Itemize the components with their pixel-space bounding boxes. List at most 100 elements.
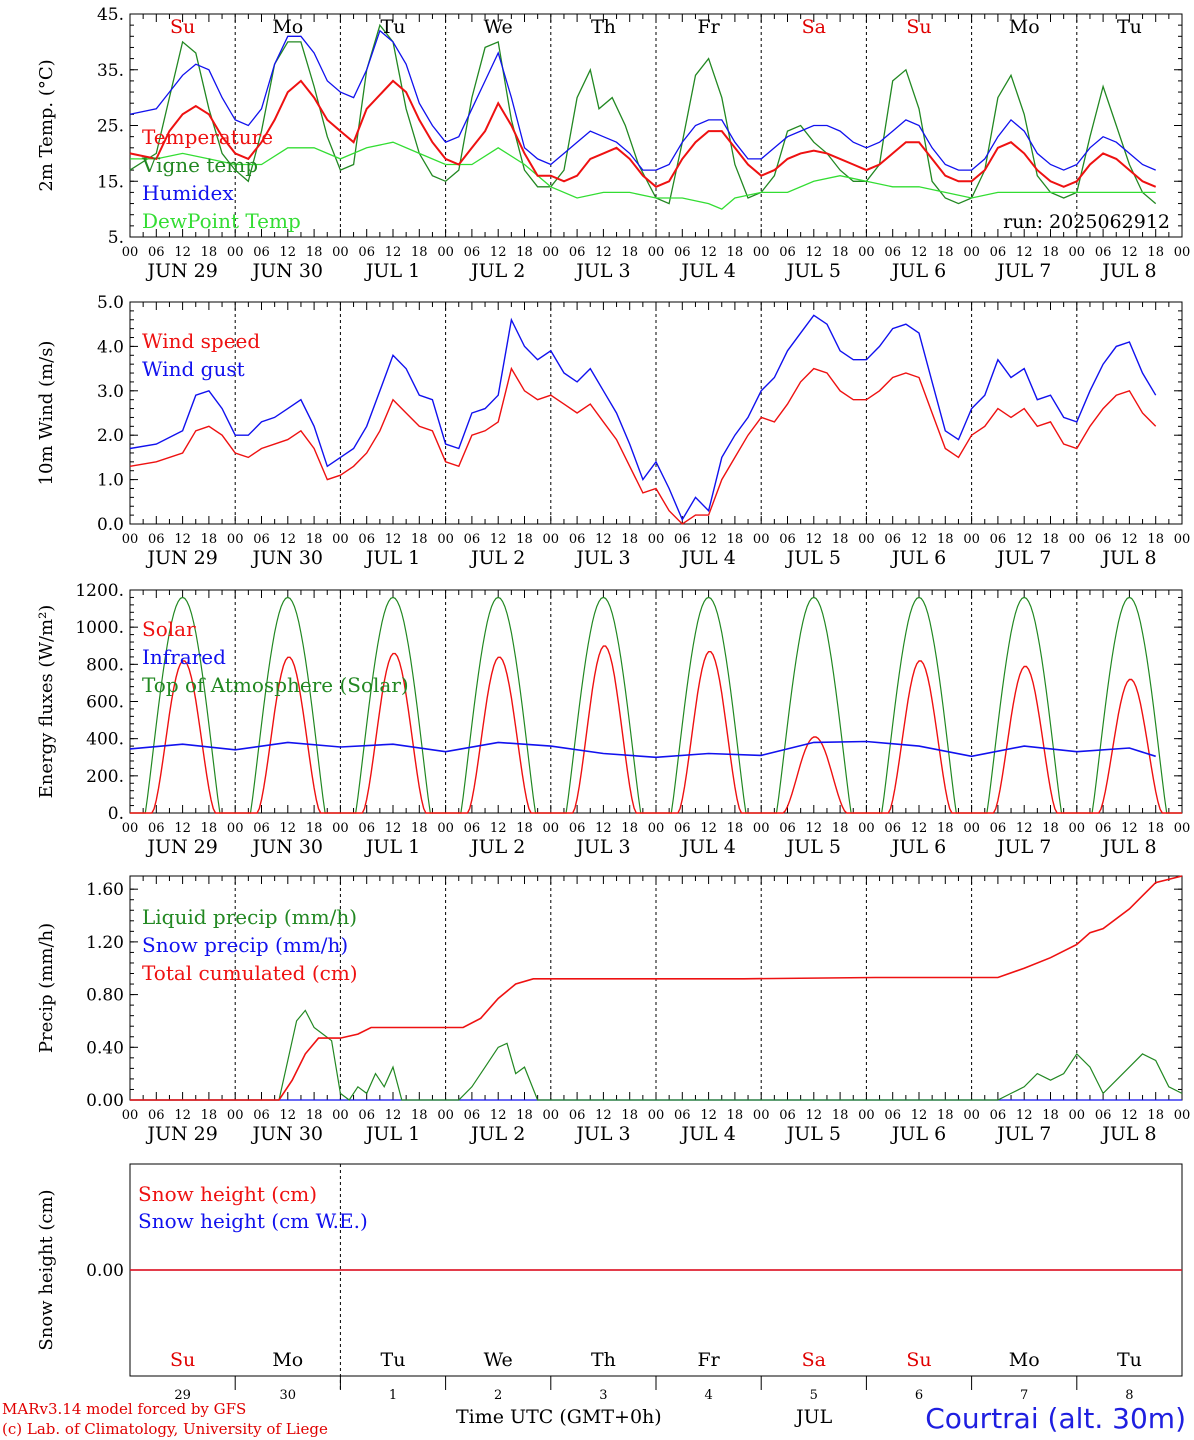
y-axis-label: Energy fluxes (W/m²) xyxy=(36,605,57,799)
hour-label: 00 xyxy=(227,532,244,547)
hour-label: 06 xyxy=(464,821,481,836)
date-label: JUL 4 xyxy=(679,836,735,858)
date-label: JUL 5 xyxy=(785,260,841,282)
weekday-label: Fr xyxy=(697,1349,720,1371)
hour-label: 12 xyxy=(700,821,717,836)
legend-entry: Vigne temp xyxy=(141,153,258,177)
series-liquid-precip xyxy=(130,1009,1183,1101)
date-label: JUN 30 xyxy=(251,1123,323,1145)
date-label: JUL 1 xyxy=(364,260,420,282)
hour-label: 00 xyxy=(437,1108,454,1123)
y-tick-label: 0.00 xyxy=(86,1261,124,1281)
hour-label: 12 xyxy=(490,532,507,547)
hour-label: 12 xyxy=(595,532,612,547)
hour-label: 00 xyxy=(753,821,770,836)
hour-label: 12 xyxy=(385,245,402,260)
hour-label: 06 xyxy=(779,1108,796,1123)
hour-label: 18 xyxy=(727,1108,744,1123)
hour-label: 06 xyxy=(569,1108,586,1123)
hour-label: 12 xyxy=(174,821,191,836)
y-axis-label: 10m Wind (m/s) xyxy=(36,341,57,486)
hour-label: 12 xyxy=(806,245,823,260)
hour-label: 18 xyxy=(201,245,218,260)
hour-label: 06 xyxy=(358,1108,375,1123)
hour-label: 12 xyxy=(595,1108,612,1123)
hour-label: 06 xyxy=(990,821,1007,836)
hour-label: 00 xyxy=(437,532,454,547)
weekday-label: Tu xyxy=(381,1349,406,1371)
weekday-label: Mo xyxy=(272,16,303,38)
date-label: JUL 2 xyxy=(469,1123,525,1145)
date-label: JUL 6 xyxy=(890,1123,946,1145)
hour-label: 18 xyxy=(727,532,744,547)
hour-label: 06 xyxy=(779,245,796,260)
hour-label: 06 xyxy=(884,821,901,836)
y-tick-label: 5.0 xyxy=(97,293,124,313)
date-label: JUN 30 xyxy=(251,547,323,569)
hour-label: 18 xyxy=(727,245,744,260)
hour-label: 18 xyxy=(516,1108,533,1123)
weekday-label: Sa xyxy=(802,1349,826,1371)
hour-label: 00 xyxy=(753,245,770,260)
hour-label: 06 xyxy=(884,1108,901,1123)
hour-label: 12 xyxy=(174,245,191,260)
date-label: JUL 7 xyxy=(995,1123,1051,1145)
date-label: JUL 1 xyxy=(364,1123,420,1145)
hour-label: 18 xyxy=(306,532,323,547)
hour-label: 12 xyxy=(1121,1108,1138,1123)
day-number: 8 xyxy=(1125,1388,1133,1403)
hour-label: 18 xyxy=(621,245,638,260)
hour-label: 18 xyxy=(937,532,954,547)
hour-label: 00 xyxy=(648,245,665,260)
hour-label: 18 xyxy=(1147,245,1164,260)
day-number: 5 xyxy=(810,1388,818,1403)
hour-label: 00 xyxy=(753,532,770,547)
hour-label: 00 xyxy=(332,1108,349,1123)
y-tick-label: 4.0 xyxy=(97,337,124,357)
hour-label: 00 xyxy=(858,532,875,547)
date-label: JUL 8 xyxy=(1100,260,1156,282)
hour-label: 12 xyxy=(1016,532,1033,547)
hour-label: 00 xyxy=(543,821,560,836)
y-axis-label: 2m Temp. (°C) xyxy=(36,59,57,191)
hour-label: 06 xyxy=(253,532,270,547)
hour-label: 12 xyxy=(1016,245,1033,260)
hour-label: 00 xyxy=(227,245,244,260)
date-label: JUL 5 xyxy=(785,547,841,569)
hour-label: 18 xyxy=(516,532,533,547)
hour-label: 06 xyxy=(358,821,375,836)
hour-label: 18 xyxy=(411,532,428,547)
hour-label: 12 xyxy=(280,245,297,260)
hour-label: 06 xyxy=(253,1108,270,1123)
hour-label: 12 xyxy=(806,532,823,547)
hour-label: 12 xyxy=(490,1108,507,1123)
hour-label: 12 xyxy=(1121,532,1138,547)
hour-label: 06 xyxy=(674,1108,691,1123)
hour-label: 18 xyxy=(832,532,849,547)
hour-label: 12 xyxy=(911,245,928,260)
hour-label: 18 xyxy=(201,532,218,547)
y-tick-label: 3.0 xyxy=(97,382,124,402)
day-number: 6 xyxy=(915,1388,923,1403)
y-tick-label: 15. xyxy=(97,172,124,192)
y-tick-label: 800. xyxy=(86,655,124,675)
hour-label: 00 xyxy=(437,821,454,836)
y-tick-label: 400. xyxy=(86,730,124,750)
y-tick-label: 2.0 xyxy=(97,426,124,446)
y-tick-label: 0.40 xyxy=(86,1038,124,1058)
weekday-label: Su xyxy=(170,1349,195,1371)
panel-frame xyxy=(129,13,1183,238)
month-label: JUL xyxy=(796,1406,833,1428)
hour-label: 00 xyxy=(1069,532,1086,547)
hour-label: 00 xyxy=(332,532,349,547)
hour-label: 18 xyxy=(621,1108,638,1123)
hour-label: 06 xyxy=(253,245,270,260)
panel-5 xyxy=(129,1163,1183,1392)
date-label: JUL 7 xyxy=(995,260,1051,282)
series-dewpoint-temp xyxy=(130,141,1156,210)
date-label: JUL 8 xyxy=(1100,547,1156,569)
hour-label: 06 xyxy=(1095,821,1112,836)
hour-label: 06 xyxy=(1095,532,1112,547)
y-tick-label: 1200. xyxy=(75,581,124,601)
hour-label: 18 xyxy=(1042,1108,1059,1123)
